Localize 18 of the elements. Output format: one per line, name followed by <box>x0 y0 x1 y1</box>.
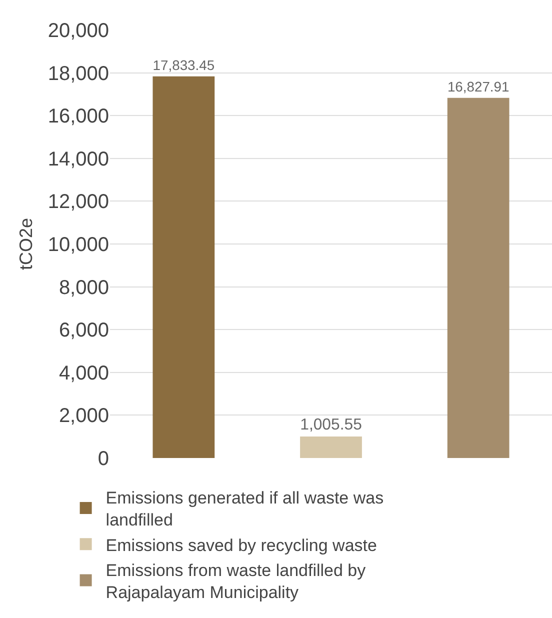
text: 16,827.91 <box>447 78 510 94</box>
y-axis-title: tCO2e <box>16 218 36 270</box>
y-tick-label: 2,000 <box>58 405 109 428</box>
y-tick-label: 16,000 <box>48 106 109 128</box>
text: 17,833.45 <box>152 56 215 73</box>
y-tick-label: 10,000 <box>48 234 109 256</box>
y-tick-label: 0 <box>98 448 109 470</box>
y-tick-label: 18,000 <box>48 62 109 85</box>
legend-label: Emissions from waste landfilled by Rajapalayam Municipality <box>106 560 366 602</box>
y-tick-label: 6,000 <box>58 320 109 342</box>
y-tick-label: 14,000 <box>48 148 109 170</box>
y-tick-label: 4,000 <box>58 362 109 384</box>
y-tick-label: 12,000 <box>48 191 109 214</box>
legend-label: Emissions generated if all waste was landfilled <box>106 488 384 530</box>
y-tick-label: 20,000 <box>48 20 109 42</box>
y-tick-label: 8,000 <box>58 276 109 299</box>
legend-label: Emissions saved by recycling waste <box>106 536 377 555</box>
text: 1,005.55 <box>300 416 362 434</box>
